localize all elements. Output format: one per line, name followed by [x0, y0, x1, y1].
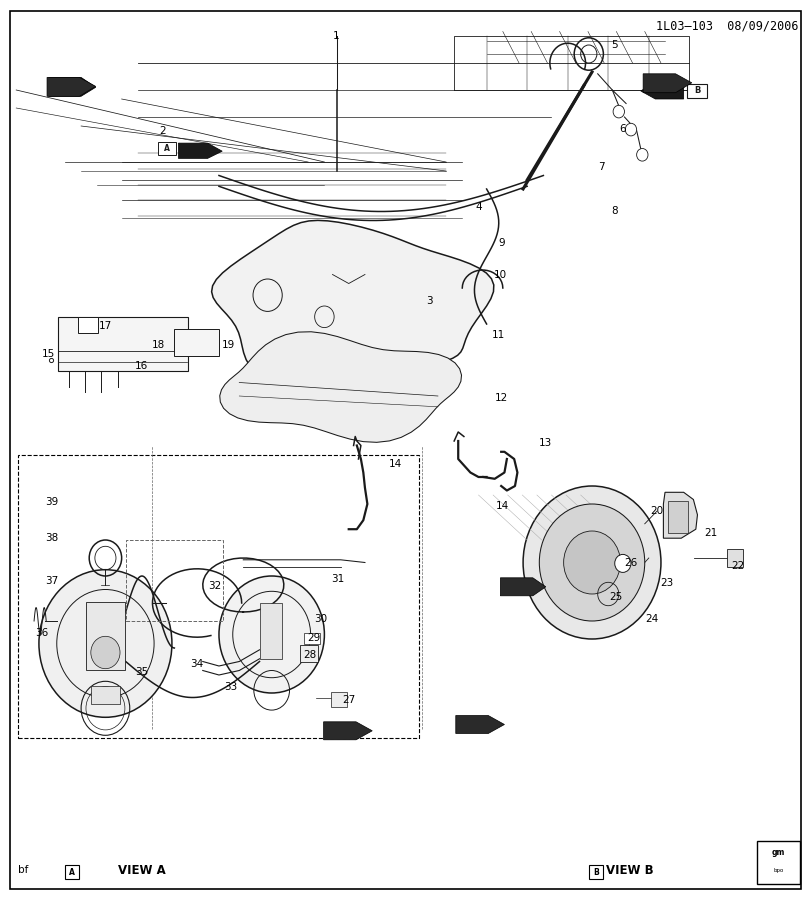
Text: 6: 6	[620, 123, 626, 134]
Text: 25: 25	[610, 591, 623, 602]
Text: 28: 28	[303, 650, 316, 661]
Polygon shape	[212, 220, 494, 392]
Polygon shape	[49, 77, 96, 96]
Text: 11: 11	[491, 329, 504, 340]
Text: 27: 27	[342, 695, 355, 706]
Bar	[668, 501, 688, 533]
Bar	[757, 841, 800, 884]
Text: A: A	[164, 144, 170, 153]
Circle shape	[625, 123, 637, 136]
Circle shape	[39, 570, 172, 717]
Text: VIEW B: VIEW B	[607, 864, 654, 877]
Bar	[78, 317, 98, 333]
Polygon shape	[456, 716, 504, 733]
Text: B: B	[593, 868, 599, 877]
Text: B: B	[694, 86, 701, 95]
Text: 7: 7	[599, 161, 605, 172]
Text: 14: 14	[388, 459, 401, 470]
Text: 9: 9	[498, 238, 504, 248]
Circle shape	[523, 486, 661, 639]
Bar	[158, 142, 176, 155]
Circle shape	[613, 105, 624, 118]
Text: 29: 29	[307, 633, 320, 643]
Polygon shape	[220, 332, 461, 442]
Text: 33: 33	[225, 681, 238, 692]
Text: 18: 18	[152, 339, 165, 350]
Text: 4: 4	[475, 202, 482, 212]
Text: gm: gm	[772, 848, 785, 857]
Circle shape	[91, 636, 120, 669]
Bar	[126, 540, 223, 621]
Text: 2: 2	[159, 125, 165, 136]
Text: 12: 12	[495, 392, 508, 403]
Text: 8: 8	[611, 205, 618, 216]
Bar	[304, 633, 320, 643]
Polygon shape	[663, 492, 697, 538]
Text: 23: 23	[660, 578, 673, 589]
Text: 36: 36	[36, 627, 49, 638]
Bar	[687, 84, 707, 98]
Text: bpo: bpo	[774, 868, 783, 873]
Bar	[331, 692, 347, 706]
Bar	[589, 865, 603, 879]
Text: 1L03–103  08/09/2006: 1L03–103 08/09/2006	[656, 20, 799, 32]
Text: 32: 32	[208, 580, 221, 591]
Bar	[260, 603, 282, 659]
Bar	[86, 602, 125, 670]
Text: 38: 38	[45, 533, 58, 544]
Text: 5: 5	[611, 40, 618, 50]
Polygon shape	[178, 143, 222, 158]
Text: 1: 1	[333, 31, 340, 41]
Text: 10: 10	[494, 269, 507, 280]
Polygon shape	[500, 578, 546, 596]
Polygon shape	[641, 83, 684, 99]
Text: A: A	[69, 868, 75, 877]
Text: 39: 39	[45, 497, 58, 508]
Text: 26: 26	[624, 558, 637, 569]
Text: 30: 30	[314, 614, 327, 625]
Text: 31: 31	[331, 573, 344, 584]
Bar	[300, 645, 318, 662]
Circle shape	[637, 148, 648, 161]
Bar	[174, 328, 219, 356]
Text: bf: bf	[18, 865, 28, 876]
Bar	[91, 686, 120, 704]
Text: 14: 14	[496, 500, 509, 511]
Text: 17: 17	[99, 320, 112, 331]
Polygon shape	[643, 74, 692, 93]
Polygon shape	[47, 77, 96, 96]
Bar	[727, 549, 743, 567]
Bar	[18, 454, 419, 738]
Circle shape	[539, 504, 645, 621]
Text: 22: 22	[732, 561, 744, 572]
Text: 34: 34	[191, 659, 204, 670]
Bar	[58, 317, 188, 371]
Circle shape	[615, 554, 631, 572]
Text: VIEW A: VIEW A	[118, 864, 165, 877]
Text: 15: 15	[42, 348, 55, 359]
Text: 3: 3	[427, 296, 433, 307]
Text: 19: 19	[222, 339, 235, 350]
Circle shape	[564, 531, 620, 594]
Text: 21: 21	[705, 527, 718, 538]
Polygon shape	[324, 722, 372, 740]
Text: 37: 37	[45, 575, 58, 586]
Text: 16: 16	[135, 361, 148, 372]
Text: 35: 35	[135, 667, 148, 678]
Bar	[65, 865, 79, 879]
Text: 24: 24	[646, 614, 659, 625]
Text: 20: 20	[650, 506, 663, 517]
Circle shape	[219, 576, 324, 693]
Text: 13: 13	[539, 437, 552, 448]
